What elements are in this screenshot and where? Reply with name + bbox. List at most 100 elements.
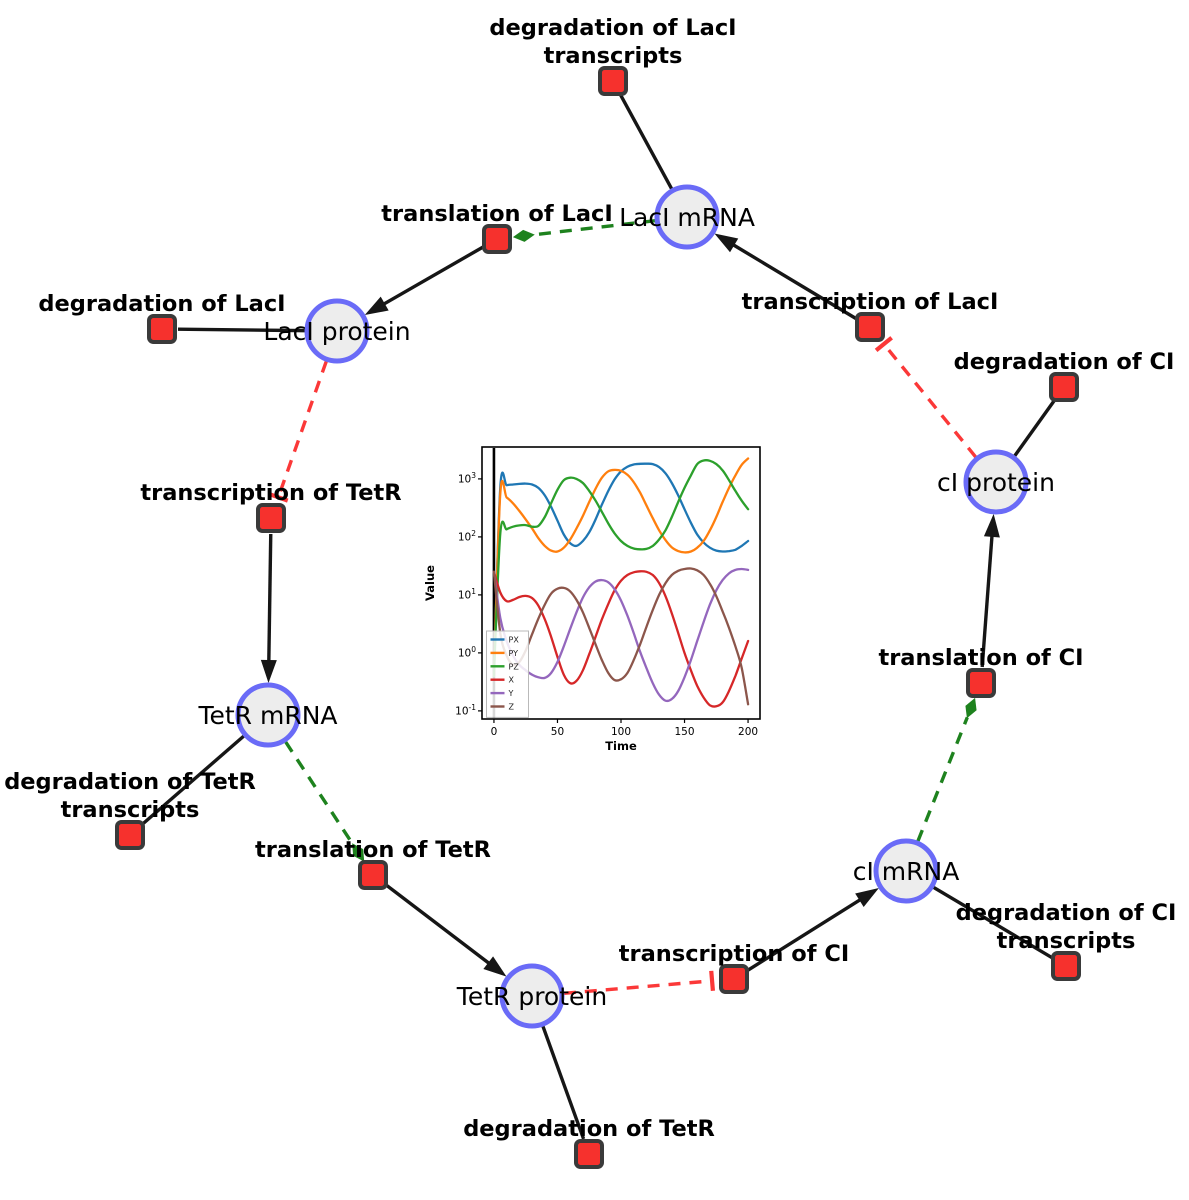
edge-ci-mrna-translation-ci [916,697,977,842]
xtick-label: 200 [738,726,758,738]
legend-box [486,630,529,718]
legend-label-Y: Y [508,689,514,698]
species-node-ci-mrna [873,838,939,904]
inhibition-line [276,360,328,498]
edge-transcription-ci-ci-mrna [746,888,879,972]
process-node-deg-ci [1049,372,1079,402]
consumption-line [140,734,245,826]
process-label-deg-ci-transcripts-line1: degradation of CI [956,900,1177,926]
ytick-label: 100 [458,645,476,660]
xtick-label: 100 [611,726,631,738]
edge-translation-tetr-tetr-protein [384,883,507,977]
species-node-ci-protein [963,449,1029,515]
production-line [980,531,994,668]
arrowhead-icon [483,956,507,977]
catalysis-line [916,716,969,842]
chart-series-Y [492,567,750,703]
consumption-line [177,327,306,333]
process-label-deg-laci-line1: degradation of LacI [38,291,285,317]
tee-inhibitor-icon [268,491,289,503]
edge-tetr-protein-deg-tetr [541,1025,586,1140]
chart-series-PY [492,457,750,678]
species-node-laci-mrna [654,184,720,250]
process-node-deg-ci-transcripts [1051,951,1081,981]
process-label-deg-tetr-transcripts-line1: degradation of TetR [4,769,256,795]
consumption-line [1013,399,1057,457]
inhibition-line [563,979,713,996]
inhibition-line [882,342,978,459]
process-label-transcription-tetr-line1: transcription of TetR [140,480,401,506]
legend-label-PY: PY [509,649,519,658]
edge-ci-protein-transcription-laci [874,336,978,459]
edge-laci-protein-deg-laci [177,327,306,333]
legend-label-PZ: PZ [509,662,520,671]
species-label-laci-mrna: LacI mRNA [619,203,755,232]
edge-translation-ci-ci-protein [980,513,1000,668]
chart-series-PZ [492,459,750,678]
process-node-translation-laci [482,224,512,254]
consumption-line [619,94,674,190]
process-node-translation-tetr [358,860,388,890]
chart-series-layer [492,457,750,708]
process-label-deg-ci-line1: degradation of CI [954,349,1175,375]
process-label-transcription-laci-line1: transcription of LacI [742,289,999,315]
process-label-transcription-ci-line1: transcription of CI [619,941,849,967]
species-label-ci-mrna: cI mRNA [853,857,960,886]
ytick-label: 103 [458,471,476,486]
tee-inhibitor-icon [709,970,716,991]
diamond-arrowhead-icon [352,843,365,862]
chart-series-Z [492,567,750,706]
production-line [384,883,494,968]
process-label-translation-ci-line1: translation of CI [878,645,1083,671]
ytick-label: 102 [458,529,476,544]
edge-laci-protein-transcription-tetr [268,360,328,503]
legend-label-PX: PX [509,636,520,645]
edge-transcription-laci-laci-mrna [714,233,858,321]
xtick-label: 150 [675,726,695,738]
arrowhead-icon [855,888,879,908]
process-label-translation-laci-line1: translation of LacI [381,201,612,227]
catalysis-line [284,740,355,845]
nodes-layer [115,66,1081,1169]
process-label-deg-tetr-line1: degradation of TetR [463,1116,715,1142]
arrowhead-icon [260,659,277,684]
chart-xlabel: Time [605,739,637,753]
labels-layer: degradation of LacI transcripts translatio… [4,15,1176,1142]
diamond-arrowhead-icon [965,697,977,719]
edge-tetr-protein-transcription-ci [563,970,716,996]
edge-ci-mrna-deg-ci-transcripts [932,885,1054,960]
species-node-tetr-mrna [235,682,301,748]
species-label-ci-protein: cI protein [937,468,1055,497]
process-label-deg-ci-transcripts-line2: transcripts [997,928,1136,954]
species-label-laci-protein: LacI protein [263,317,410,346]
process-node-transcription-tetr [256,503,286,533]
species-node-tetr-protein [499,963,565,1029]
edges-layer [140,94,1057,1140]
process-node-deg-tetr [574,1139,604,1169]
process-node-deg-laci [147,314,177,344]
ytick-label: 10-1 [455,703,476,718]
edge-transcription-tetr-tetr-mrna [260,533,277,684]
legend-label-X: X [509,676,515,685]
process-node-deg-tetr-transcripts [115,820,145,850]
edge-laci-mrna-translation-laci [512,218,656,242]
production-line [728,241,858,321]
consumption-line [541,1025,586,1140]
species-node-laci-protein [304,298,370,364]
edge-tetr-mrna-deg-tetr-transcripts [140,734,245,826]
process-node-transcription-ci [719,964,749,994]
process-label-deg-laci-transcripts-line2: transcripts [544,43,683,69]
legend-label-Z: Z [509,703,515,712]
xtick-label: 50 [551,726,564,738]
diamond-arrowhead-icon [512,229,535,242]
edge-ci-protein-deg-ci [1013,399,1057,457]
process-node-transcription-laci [855,312,885,342]
process-label-translation-tetr-line1: translation of TetR [255,837,491,863]
species-label-tetr-mrna: TetR mRNA [197,701,337,730]
edge-tetr-mrna-translation-tetr [284,740,365,862]
production-line [746,896,865,972]
production-line [379,245,484,308]
xtick-label: 0 [491,726,498,738]
